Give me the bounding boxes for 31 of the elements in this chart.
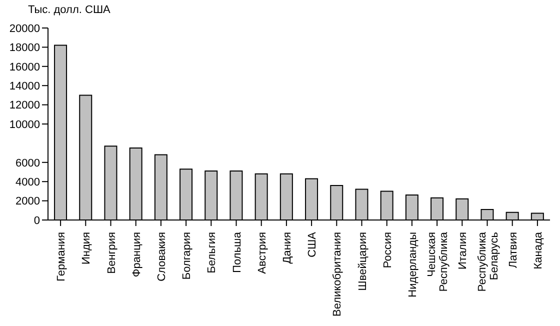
x-tick-label: Бельгия: [206, 232, 218, 274]
x-tick-label: Швейцария: [356, 232, 369, 291]
x-tick-label: Италия: [457, 232, 470, 270]
y-tick-label: 18000: [9, 42, 40, 54]
x-tick-label: США: [306, 231, 319, 258]
y-tick-label: 14000: [9, 80, 40, 93]
x-tick-label: Австрия: [256, 232, 268, 274]
x-tick-label: Венгрия: [106, 232, 118, 274]
y-tick-label: 16000: [9, 61, 40, 74]
x-tick-label: Франция: [130, 232, 143, 278]
x-tick-label: Чешская Республика: [426, 231, 450, 292]
x-tick-label: Польша: [231, 231, 244, 273]
x-tick-label: Германия: [56, 232, 68, 282]
x-tick-label: Дания: [281, 232, 294, 264]
x-tick-label: Республика Беларусь: [476, 231, 500, 292]
x-tick-label: Россия: [382, 232, 394, 268]
y-tick-label: 2000: [16, 196, 40, 208]
y-tick-label: 20000: [9, 22, 40, 35]
x-tick-label: Болгария: [181, 232, 194, 280]
y-tick-label: 10000: [9, 118, 40, 131]
y-tick-label: 0: [34, 214, 40, 227]
y-axis-title: Тыс. долл. США: [28, 4, 110, 16]
x-tick-label: Латвия: [507, 232, 520, 268]
x-tick-label: Словакия: [156, 232, 168, 282]
y-tick-label: 6000: [16, 157, 40, 170]
y-tick-label: 12000: [9, 100, 40, 112]
x-tick-label: Нидерланды: [406, 232, 419, 298]
y-tick-label: 4000: [16, 176, 40, 189]
x-tick-label: Канада: [532, 231, 544, 270]
x-tick-label: Великобритания: [332, 232, 344, 316]
x-tick-label: Индия: [80, 232, 93, 265]
